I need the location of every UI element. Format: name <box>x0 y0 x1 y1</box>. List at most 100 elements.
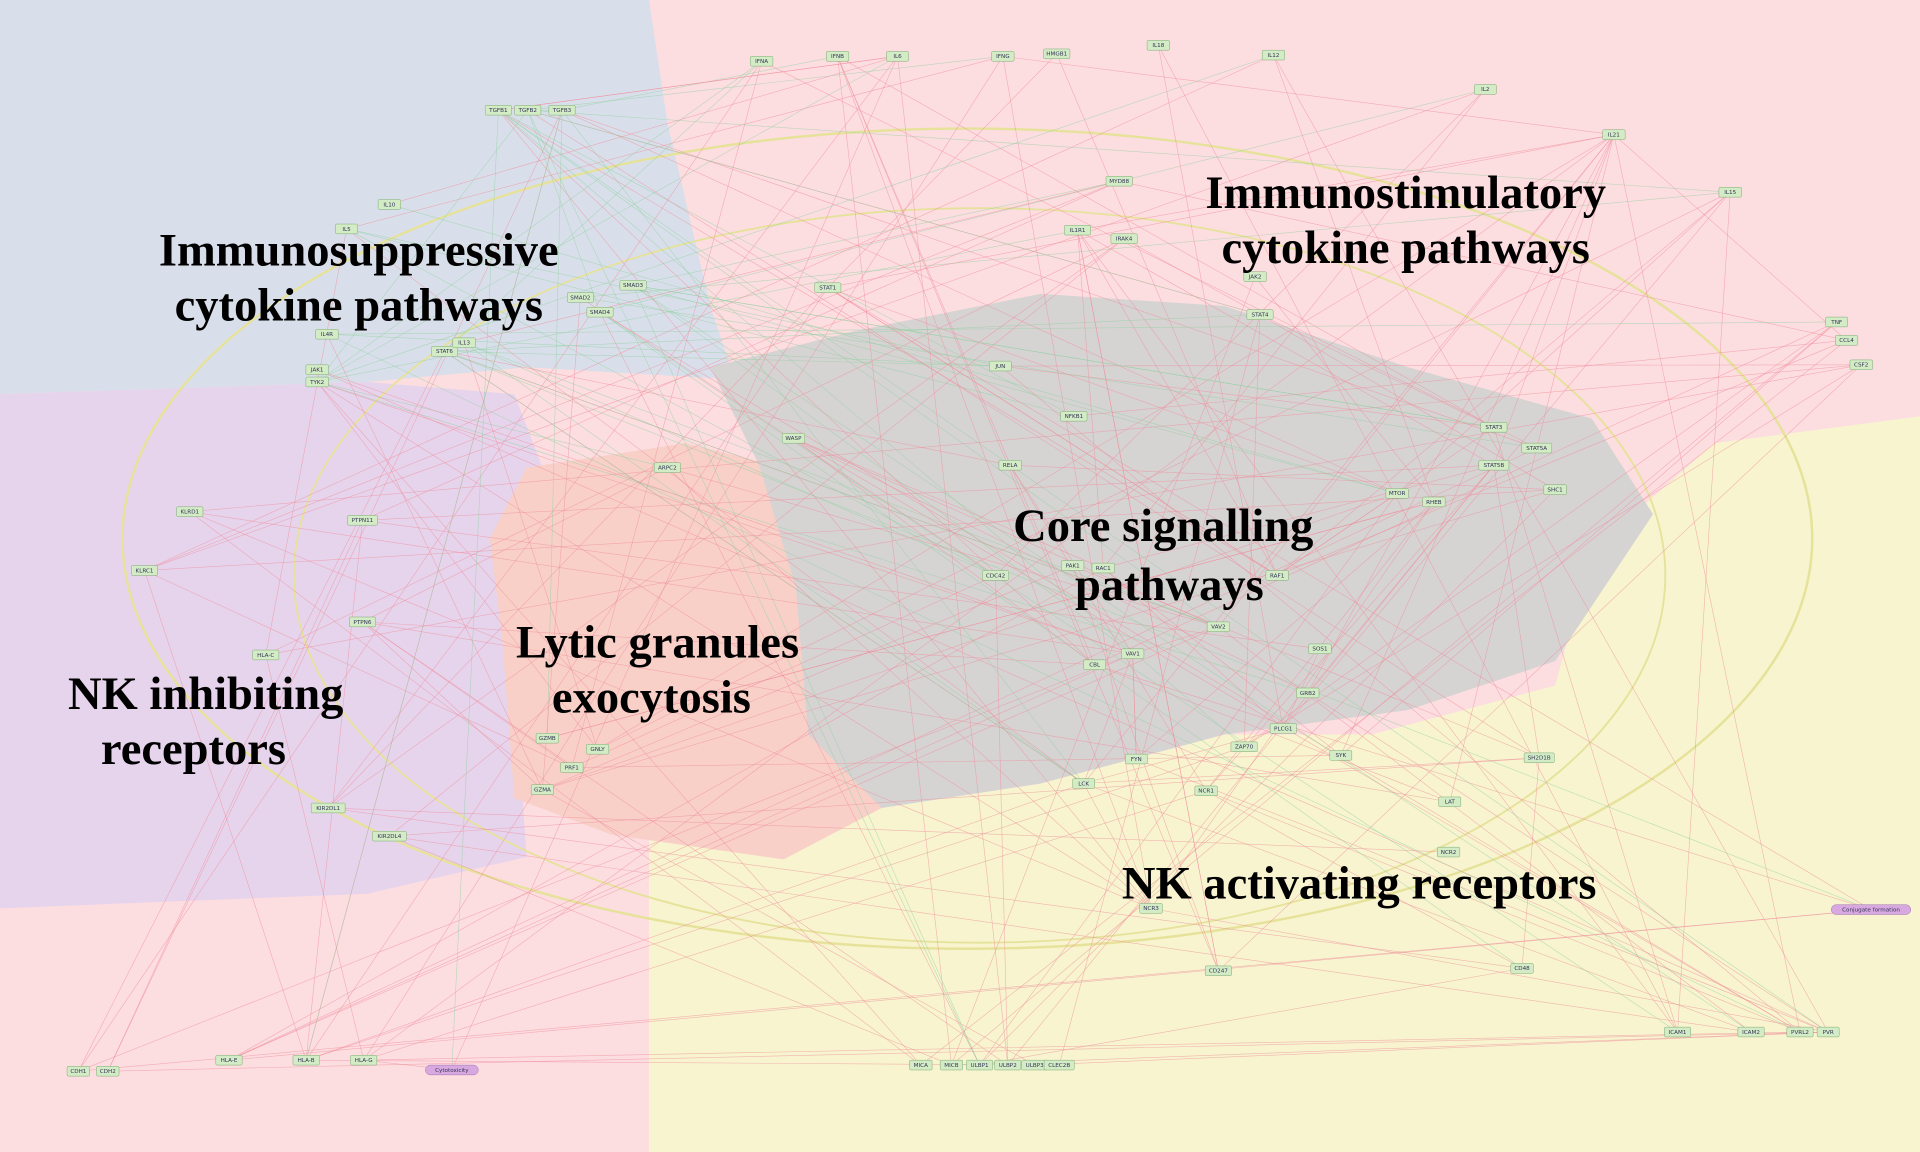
edge <box>951 321 1837 1066</box>
edges <box>78 45 1872 1072</box>
node-label: IL21 <box>1608 133 1620 139</box>
edge <box>362 467 668 623</box>
edge <box>1243 314 1261 747</box>
protein-node <box>1825 316 1848 328</box>
protein-node <box>1269 723 1297 734</box>
edge <box>1158 45 1678 1033</box>
edge <box>837 56 1095 665</box>
edge <box>317 381 1133 655</box>
node-label: JUN <box>994 364 1005 370</box>
edge <box>1340 134 1615 756</box>
edge <box>632 284 1398 494</box>
edge <box>995 89 1486 576</box>
node-label: VAV1 <box>1125 652 1140 658</box>
edge <box>793 438 1095 666</box>
protein-node <box>1139 903 1163 914</box>
node-label: IL10 <box>383 202 395 208</box>
protein-node <box>1835 335 1859 346</box>
edge <box>571 575 996 768</box>
edge <box>1205 465 1495 792</box>
edge <box>317 229 1078 383</box>
edge <box>389 238 1125 837</box>
protein-node <box>909 1059 933 1071</box>
protein-node <box>966 1059 993 1071</box>
node-label: IRAK4 <box>1116 237 1133 243</box>
region-label: NK inhibiting <box>68 669 343 720</box>
edge <box>571 755 1341 768</box>
edge <box>1009 465 1133 654</box>
edge <box>1205 790 1523 969</box>
node-label: GRB2 <box>1300 691 1316 697</box>
outline <box>121 127 1814 951</box>
edge <box>326 333 1001 367</box>
protein-node <box>1121 648 1145 659</box>
edge <box>1007 465 1495 1066</box>
edge <box>1243 364 1862 748</box>
process-node <box>1831 904 1912 915</box>
edge <box>1206 790 1801 1033</box>
node-label: JAK1 <box>310 368 324 374</box>
edge <box>1132 626 1219 655</box>
edge <box>527 109 1540 759</box>
protein-node <box>1043 48 1071 60</box>
protein-node <box>131 565 158 576</box>
protein-node <box>1060 411 1088 422</box>
edge <box>451 56 898 1071</box>
edge <box>561 109 1084 784</box>
edge <box>328 807 1523 969</box>
protein-node <box>1246 309 1274 320</box>
edge <box>599 89 1486 313</box>
protein-node <box>1206 621 1230 632</box>
edge <box>346 228 996 576</box>
edge <box>793 437 1104 569</box>
edge <box>228 653 1133 1061</box>
edge <box>527 56 1003 111</box>
node-label: TYK2 <box>309 380 325 386</box>
edge <box>827 287 1278 576</box>
node-label: HLA-B <box>298 1058 315 1064</box>
node-label: GNLY <box>590 747 605 753</box>
protein-node <box>1194 785 1218 796</box>
protein-node <box>1718 187 1742 198</box>
edge <box>463 342 598 750</box>
node-label: PVR <box>1823 1030 1834 1036</box>
node-label: HLA-E <box>221 1058 238 1064</box>
edge <box>580 191 1731 298</box>
protein-node <box>1043 1059 1075 1071</box>
edge <box>542 297 581 790</box>
edge <box>1077 230 1219 971</box>
edge <box>1009 465 1207 792</box>
node-label: ICAM1 <box>1669 1030 1687 1036</box>
node-label: NCR1 <box>1198 789 1214 795</box>
edge <box>1072 565 1219 971</box>
protein-node <box>1474 84 1497 95</box>
edge <box>527 110 980 1066</box>
node-label: PTPN6 <box>353 620 371 626</box>
edge <box>265 654 364 1061</box>
protein-node <box>1521 442 1553 454</box>
edge <box>1136 501 1435 760</box>
edge <box>580 297 1537 449</box>
protein-node <box>96 1066 120 1077</box>
edge <box>897 56 1009 1066</box>
protein-node <box>1091 562 1115 574</box>
edge <box>561 109 1537 449</box>
edge <box>827 53 1057 288</box>
edge <box>1254 276 1435 503</box>
edge <box>317 369 1133 655</box>
node-label: IL12 <box>1267 53 1279 59</box>
edge <box>1000 364 1862 367</box>
edge <box>1103 567 1342 756</box>
edge <box>317 369 1829 1033</box>
node-label: IL4R <box>321 332 333 338</box>
node-label: IL15 <box>1724 190 1736 196</box>
node-label: PLCG1 <box>1274 726 1293 732</box>
node-label: RELA <box>1003 463 1018 469</box>
edge <box>597 191 1731 750</box>
node-label: TNF <box>1830 320 1842 326</box>
edge <box>1077 230 1104 569</box>
node-label: CBL <box>1089 663 1101 669</box>
node-label: SOS1 <box>1312 647 1328 653</box>
